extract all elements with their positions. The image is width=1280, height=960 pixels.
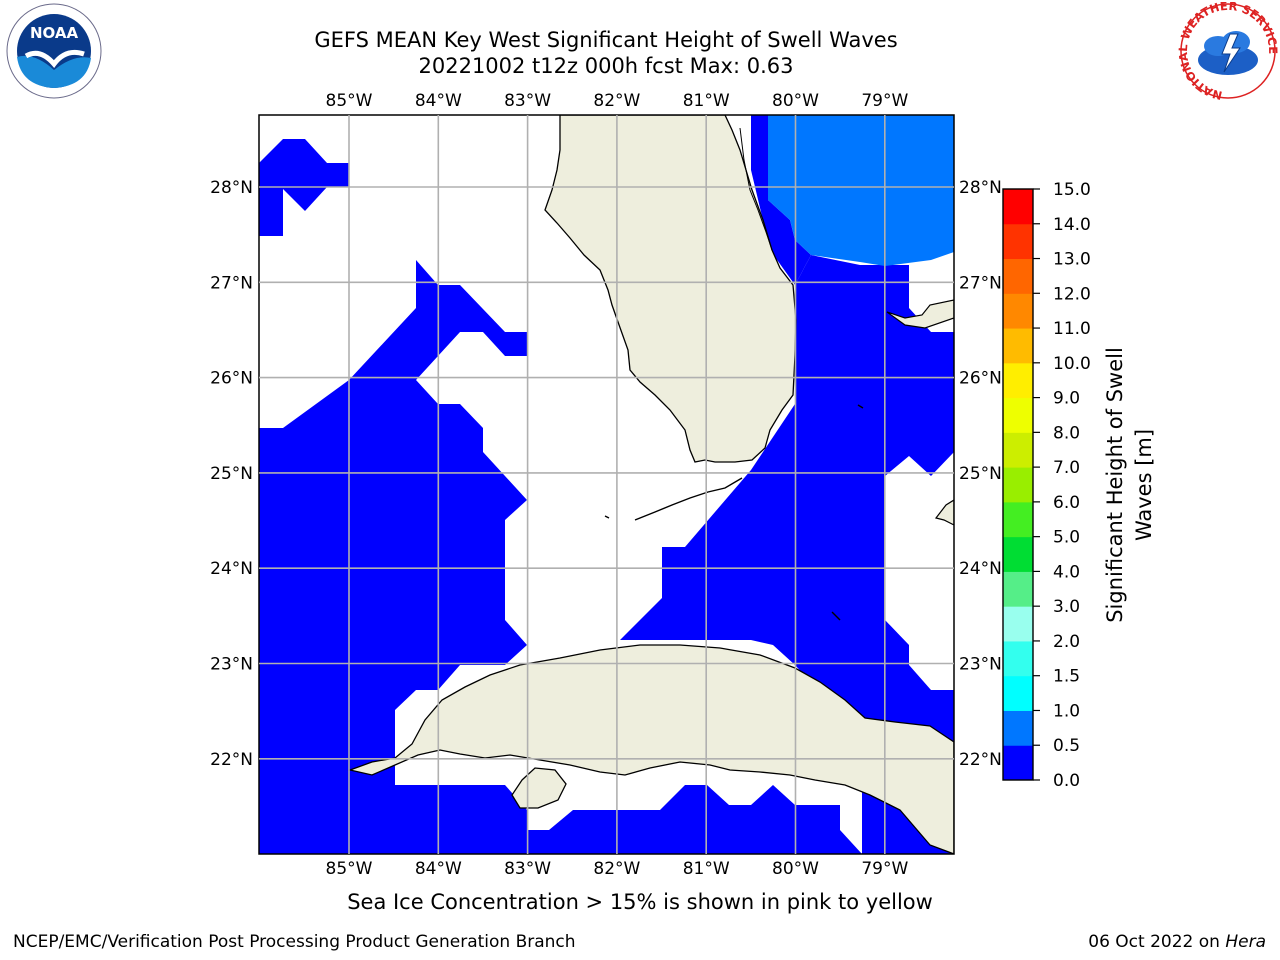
- lon-tick-label: 85°W: [326, 91, 373, 111]
- lat-tick-label: 25°N: [959, 464, 1002, 484]
- lat-tick-label: 26°N: [959, 369, 1002, 389]
- colorbar-tick-label: 14.0: [1053, 215, 1091, 235]
- lon-tick-label: 83°W: [504, 91, 551, 111]
- lon-tick-label: 81°W: [683, 859, 730, 879]
- florida-landmass: [544, 115, 797, 463]
- lat-tick-label: 23°N: [210, 655, 253, 675]
- svg-text:NOAA: NOAA: [30, 24, 79, 42]
- colorbar-label-line2: Waves [m]: [1132, 429, 1156, 541]
- colorbar-tick-label: 4.0: [1053, 562, 1080, 582]
- host-name: Hera: [1225, 932, 1266, 952]
- colorbar-segment: [1003, 745, 1033, 781]
- colorbar-tick-label: 11.0: [1053, 319, 1091, 339]
- lat-tick-label: 24°N: [959, 559, 1002, 579]
- credit-text: NCEP/EMC/Verification Post Processing Pr…: [13, 932, 576, 952]
- lon-tick-label: 84°W: [415, 859, 462, 879]
- colorbar-tick-label: 8.0: [1053, 423, 1080, 443]
- lat-tick-label: 27°N: [959, 273, 1002, 293]
- colorbar-frame: [1002, 188, 1034, 781]
- colorbar-segment: [1003, 328, 1033, 364]
- colorbar-tick-label: 5.0: [1053, 528, 1080, 548]
- bimini: [857, 404, 864, 409]
- longitude-labels-top: 85°W 84°W 83°W 82°W 81°W 80°W 79°W: [326, 91, 909, 111]
- nws-logo: NATIONAL WEATHER SERVICE: [1178, 2, 1278, 100]
- lat-tick-label: 27°N: [210, 273, 253, 293]
- lon-tick-label: 82°W: [593, 91, 640, 111]
- colorbar-segment: [1003, 536, 1033, 572]
- colorbar-segment: [1003, 710, 1033, 746]
- colorbar-tick-labels: 0.0 0.5 1.0 1.5 2.0 3.0 4.0 5.0 6.0 7.0 8.0 9.0 10.0…: [1033, 180, 1091, 791]
- longitude-labels-bottom: 85°W 84°W 83°W 82°W 81°W 80°W 79°W: [326, 859, 909, 879]
- colorbar-tick-label: 1.0: [1053, 701, 1080, 721]
- isla-juventud: [511, 767, 567, 809]
- map-frame: [258, 114, 955, 855]
- swell-region-mid: [768, 115, 954, 266]
- colorbar-tick-label: 6.0: [1053, 493, 1080, 513]
- lat-tick-label: 22°N: [959, 750, 1002, 770]
- colorbar-segment: [1003, 293, 1033, 329]
- andros-island: [934, 499, 954, 526]
- lon-tick-label: 81°W: [683, 91, 730, 111]
- colorbar-tick-label: 12.0: [1053, 284, 1091, 304]
- colorbar-segment: [1003, 189, 1033, 225]
- chart-subtitle: 20221002 t12z 000h fcst Max: 0.63: [418, 54, 794, 78]
- lon-tick-label: 79°W: [861, 91, 908, 111]
- lon-tick-label: 84°W: [415, 91, 462, 111]
- grand-bahama: [886, 299, 954, 329]
- lat-tick-label: 22°N: [210, 750, 253, 770]
- colorbar-segment: [1003, 362, 1033, 399]
- colorbar-tick-label: 3.0: [1053, 597, 1080, 617]
- colorbar-tick-label: 0.0: [1053, 771, 1080, 791]
- colorbar-segment: [1003, 258, 1033, 294]
- colorbar-tick-label: 10.0: [1053, 354, 1091, 374]
- lon-tick-label: 82°W: [593, 859, 640, 879]
- latitude-labels-left: 28°N 27°N 26°N 25°N 24°N 23°N 22°N: [210, 178, 253, 770]
- cay-sal: [831, 611, 841, 621]
- colorbar-segment: [1003, 571, 1033, 607]
- colorbar-tick-label: 7.0: [1053, 458, 1080, 478]
- date-stamp: 06 Oct 2022 on Hera: [1088, 932, 1266, 952]
- lon-tick-label: 85°W: [326, 859, 373, 879]
- colorbar-tick-label: 15.0: [1053, 180, 1091, 200]
- colorbar-segment: [1003, 640, 1033, 677]
- colorbar-tick-label: 2.0: [1053, 632, 1080, 652]
- colorbar-segment: [1003, 432, 1033, 468]
- lon-tick-label: 83°W: [504, 859, 551, 879]
- latitude-labels-right: 28°N 27°N 26°N 25°N 24°N 23°N 22°N: [959, 178, 1002, 770]
- colorbar-label: Significant Height of Swell Waves [m]: [1103, 347, 1156, 623]
- lat-tick-label: 23°N: [959, 655, 1002, 675]
- colorbar-tick-label: 1.5: [1053, 667, 1080, 687]
- florida-keys: [634, 477, 743, 521]
- colorbar-segment: [1003, 223, 1033, 260]
- lat-tick-label: 26°N: [210, 369, 253, 389]
- lat-tick-label: 28°N: [210, 178, 253, 198]
- colorbar-segment: [1003, 675, 1033, 711]
- colorbar-tick-label: 0.5: [1053, 736, 1080, 756]
- noaa-logo: NOAA: [6, 3, 102, 99]
- lon-tick-label: 80°W: [772, 91, 819, 111]
- cuba-landmass: [347, 644, 954, 854]
- date-text: 06 Oct 2022 on: [1088, 932, 1226, 952]
- colorbar: [1002, 188, 1034, 781]
- florida-east-coast-barrier: [739, 127, 773, 251]
- sea-ice-note: Sea Ice Concentration > 15% is shown in …: [347, 890, 933, 914]
- colorbar-segment: [1003, 501, 1033, 538]
- graticule: [259, 115, 954, 854]
- lon-tick-label: 79°W: [861, 859, 908, 879]
- colorbar-tick-label: 13.0: [1053, 250, 1091, 270]
- lat-tick-label: 25°N: [210, 464, 253, 484]
- chart-title: GEFS MEAN Key West Significant Height of…: [314, 28, 898, 52]
- lat-tick-label: 24°N: [210, 559, 253, 579]
- colorbar-tick-label: 9.0: [1053, 389, 1080, 409]
- colorbar-label-line1: Significant Height of Swell: [1103, 347, 1127, 623]
- colorbar-segment: [1003, 397, 1033, 433]
- lat-tick-label: 28°N: [959, 178, 1002, 198]
- colorbar-segment: [1003, 606, 1033, 642]
- lon-tick-label: 80°W: [772, 859, 819, 879]
- colorbar-segment: [1003, 467, 1033, 503]
- dry-tortugas: [604, 515, 610, 519]
